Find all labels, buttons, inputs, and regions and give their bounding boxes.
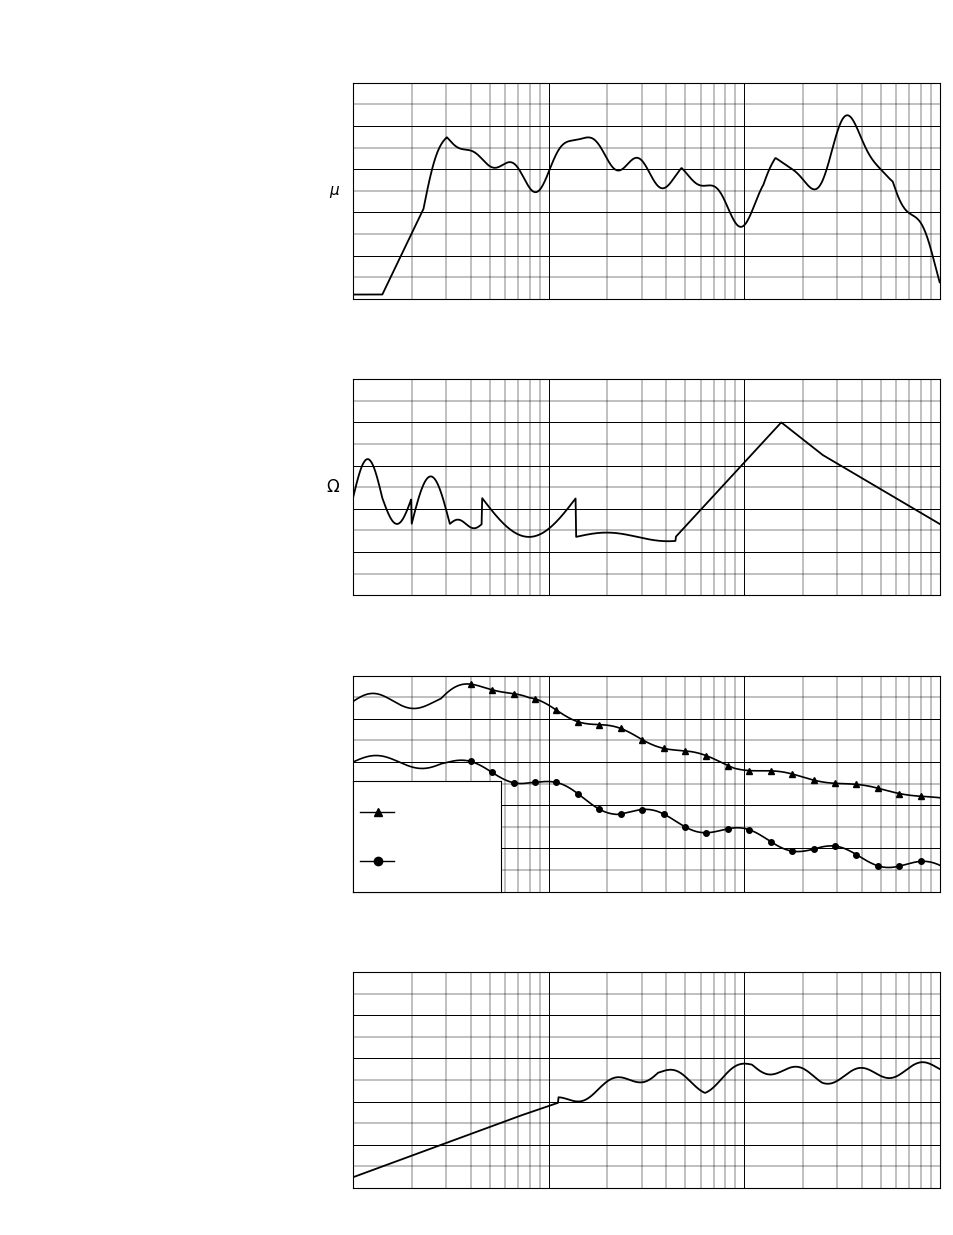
Text: μ: μ bbox=[329, 183, 338, 199]
Text: Ω: Ω bbox=[326, 478, 338, 496]
